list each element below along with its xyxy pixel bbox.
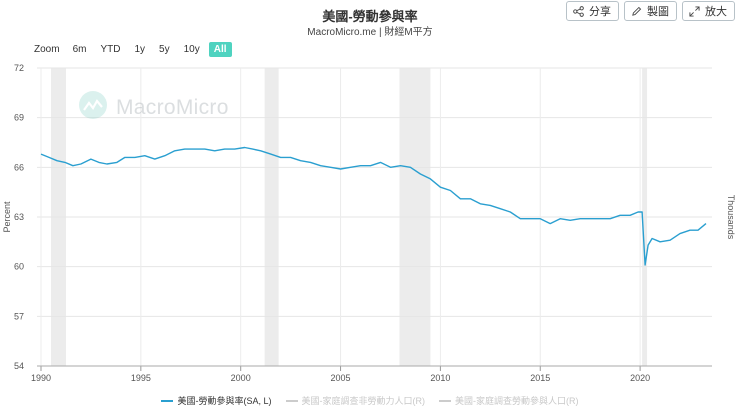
chart-title: 美國-勞動參與率: [322, 9, 418, 24]
gridlines: [37, 67, 712, 367]
watermark: MacroMicro: [78, 90, 229, 125]
y-axis-label: Percent: [2, 201, 12, 233]
x-tick-label: 2010: [430, 373, 450, 383]
y-tick-label: 54: [14, 361, 24, 371]
legend-swatch: [161, 399, 174, 402]
legend-swatch: [439, 399, 451, 402]
zoom-label: Zoom: [34, 44, 60, 55]
zoom-ytd-button[interactable]: YTD: [100, 44, 121, 55]
x-tick-label: 2000: [231, 373, 251, 383]
legend-item-not-in-labor-force[interactable]: 美國-家庭調查非勞動力人口(R): [285, 394, 426, 407]
chart-subtitle: MacroMicro.me | 財經M平方: [307, 27, 433, 38]
zoom-10y-button[interactable]: 10y: [183, 44, 200, 55]
zoom-all-button[interactable]: All: [208, 42, 232, 57]
x-tick-label: 2020: [630, 373, 650, 383]
share-icon: [573, 5, 584, 17]
y-tick-label: 66: [14, 162, 24, 172]
legend-item-labor-force[interactable]: 美國-家庭調查勞動參與人口(R): [439, 394, 579, 407]
y2-axis-label: Thousands: [726, 195, 736, 240]
legend-label: 美國-勞動參與率(SA, L): [177, 396, 272, 406]
legend-swatch: [285, 399, 298, 402]
line-chart[interactable]: 54 57 60 63 66 69 72 1990 1995 2000 2005 2010 2015 20…: [0, 0, 740, 392]
draw-button[interactable]: 製圖: [624, 1, 677, 21]
zoom-1y-button[interactable]: 1y: [134, 44, 146, 55]
y-tick-label: 60: [14, 262, 24, 272]
chart-legend: 美國-勞動參與率(SA, L) 美國-家庭調查非勞動力人口(R) 美國-家庭調查…: [0, 394, 740, 407]
x-tick-label: 1995: [131, 373, 151, 383]
x-tick-label: 1990: [31, 373, 51, 383]
macromicro-logo-icon: [78, 90, 108, 125]
x-tick-label: 2005: [331, 373, 351, 383]
zoom-bar: Zoom 6m YTD 1y 5y 10y All: [34, 42, 232, 57]
zoom-6m-button[interactable]: 6m: [72, 44, 87, 55]
pencil-icon: [631, 6, 642, 17]
legend-label: 美國-家庭調查勞動參與人口(R): [455, 396, 579, 406]
series-line: [40, 146, 707, 266]
expand-button[interactable]: 放大: [682, 1, 735, 21]
expand-icon: [689, 5, 700, 17]
y-tick-label: 69: [14, 113, 24, 123]
chart-toolbar: 分享 製圖 放大: [566, 1, 735, 21]
legend-item-participation-rate[interactable]: 美國-勞動參與率(SA, L): [161, 394, 272, 407]
axes: 54 57 60 63 66 69 72 1990 1995 2000 2005 2010 2015 20…: [2, 63, 736, 383]
x-tick-label: 2015: [530, 373, 550, 383]
share-button[interactable]: 分享: [566, 1, 619, 21]
y-tick-label: 72: [14, 63, 24, 73]
y-tick-label: 57: [14, 311, 24, 321]
watermark-text: MacroMicro: [116, 95, 229, 119]
series-layer: [40, 146, 707, 266]
legend-label: 美國-家庭調查非勞動力人口(R): [301, 396, 426, 406]
y-tick-label: 63: [14, 212, 24, 222]
expand-label: 放大: [705, 6, 727, 18]
draw-label: 製圖: [647, 6, 669, 18]
share-label: 分享: [589, 6, 611, 18]
zoom-5y-button[interactable]: 5y: [159, 44, 170, 55]
